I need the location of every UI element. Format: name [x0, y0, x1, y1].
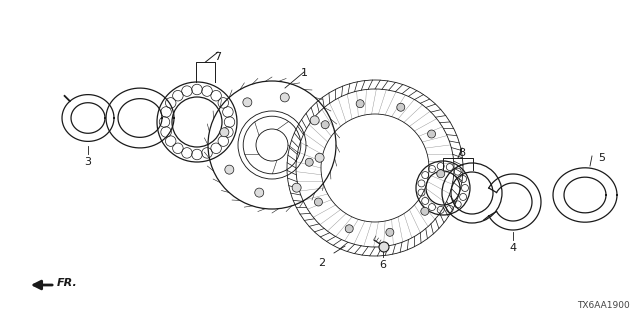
Text: FR.: FR. — [57, 278, 77, 288]
Text: 3: 3 — [84, 157, 92, 167]
Text: TX6AA1900: TX6AA1900 — [577, 301, 630, 310]
Circle shape — [305, 158, 313, 166]
Text: 4: 4 — [509, 243, 516, 253]
Circle shape — [255, 188, 264, 197]
Circle shape — [356, 100, 364, 108]
Circle shape — [379, 242, 389, 252]
Circle shape — [280, 93, 289, 102]
Circle shape — [315, 153, 324, 162]
Circle shape — [225, 165, 234, 174]
Circle shape — [386, 228, 394, 236]
Circle shape — [243, 98, 252, 107]
Circle shape — [397, 103, 404, 111]
Circle shape — [220, 128, 229, 137]
Text: 8: 8 — [458, 148, 465, 158]
Circle shape — [421, 207, 429, 215]
Circle shape — [436, 170, 445, 178]
Circle shape — [345, 225, 353, 233]
Circle shape — [321, 121, 329, 129]
Circle shape — [314, 198, 323, 206]
Text: 1: 1 — [301, 68, 307, 78]
Circle shape — [310, 116, 319, 125]
Text: 6: 6 — [380, 260, 387, 270]
Circle shape — [292, 183, 301, 192]
Circle shape — [428, 130, 436, 138]
Text: 7: 7 — [214, 52, 221, 62]
Text: 5: 5 — [598, 153, 605, 163]
Text: 2: 2 — [319, 258, 326, 268]
